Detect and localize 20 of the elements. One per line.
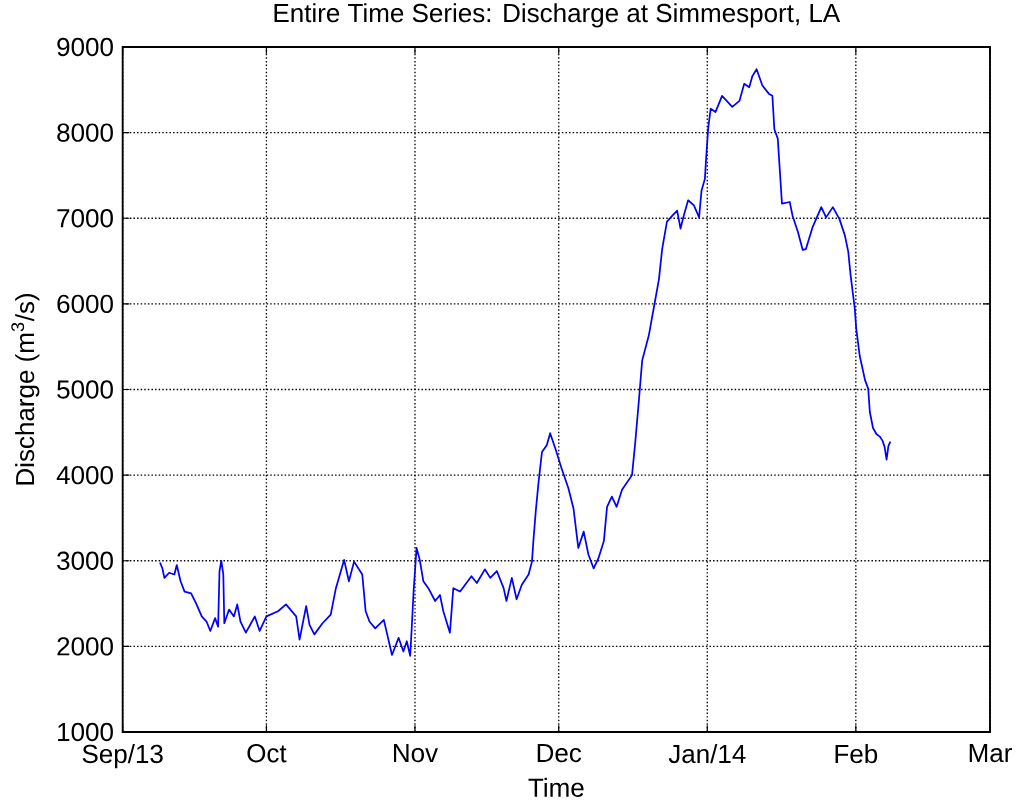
x-tick-label: Jan/14 <box>668 744 746 764</box>
y-tick-label: 9000 <box>57 37 113 57</box>
y-tick-label: 1000 <box>58 722 113 742</box>
x-tick-label: Mar <box>969 744 1012 763</box>
y-axis-title: Discharge (m$^{3}$/s) <box>11 293 40 485</box>
x-axis-title: Time <box>528 777 584 797</box>
line-series <box>159 68 892 657</box>
x-tick-label: Dec <box>537 744 582 763</box>
y-tick-label: 4000 <box>56 465 113 485</box>
y-tick-label: 5000 <box>57 380 113 399</box>
x-tick-label: Sep/13 <box>82 744 163 769</box>
x-tick-label: Oct <box>247 744 287 763</box>
y-tick-label: 2000 <box>57 637 113 656</box>
y-tick-label: 7000 <box>57 209 113 228</box>
y-tick-label: 8000 <box>57 123 113 142</box>
x-tick-label: Feb <box>835 744 878 764</box>
x-tick-label: Nov <box>393 744 438 763</box>
chart-title: Entire Time Series: Discharge at Simmesport, LA <box>274 3 841 28</box>
y-tick-label: 3000 <box>57 551 113 570</box>
y-tick-label: 6000 <box>57 294 113 314</box>
